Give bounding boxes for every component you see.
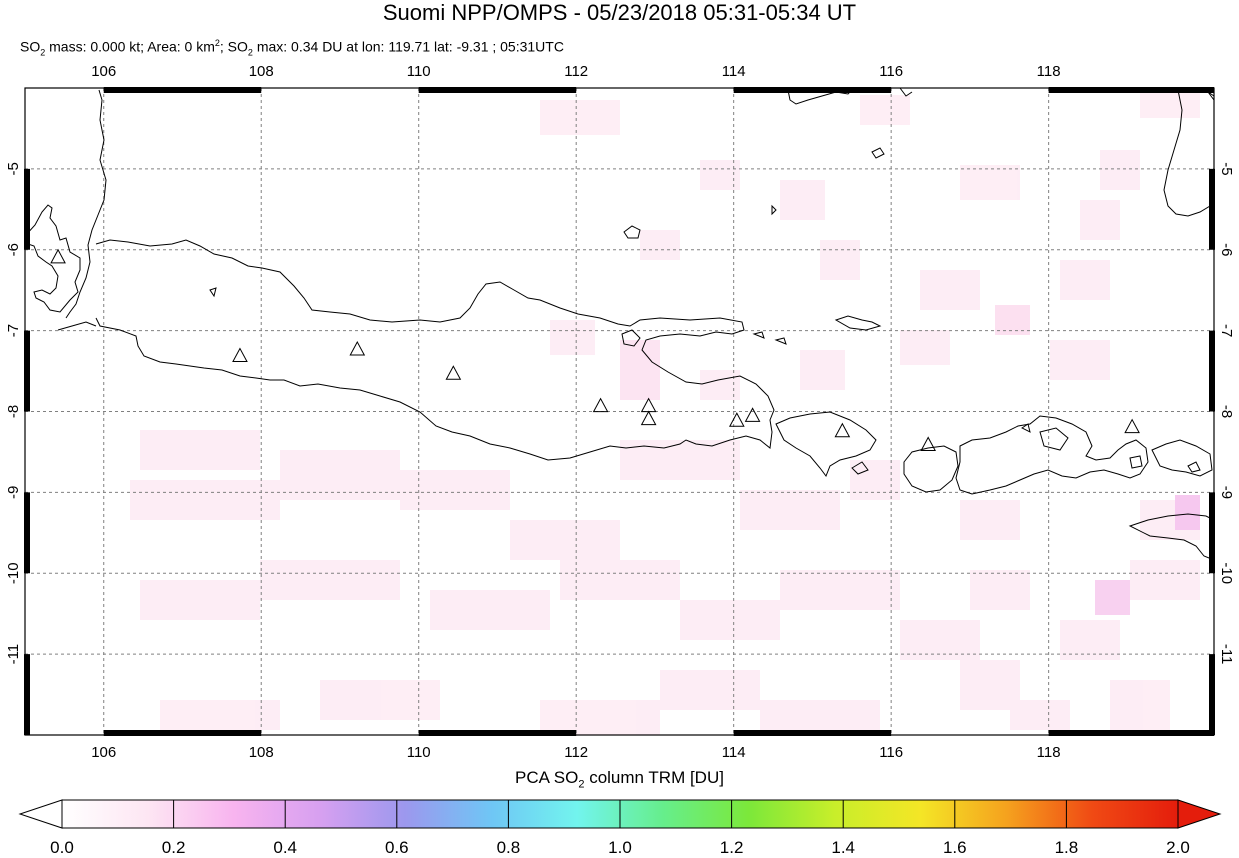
border-bar [24, 330, 30, 412]
lon-tick-label: 118 [1037, 63, 1061, 80]
volcano-markers [50, 248, 1140, 451]
volcano-triangle-icon [920, 436, 937, 451]
lat-tick-label: -10 [1218, 562, 1235, 584]
map-border-ticks [24, 87, 1215, 736]
lon-tick-label: 110 [407, 63, 431, 80]
border-bar [733, 87, 892, 93]
colorbar-tick-label: 0.8 [496, 838, 521, 857]
border-bar [24, 654, 30, 735]
coastlines [24, 87, 1215, 561]
colorbar-min-arrow [18, 799, 63, 829]
lat-tick-label: -8 [5, 405, 22, 418]
border-bar [1209, 168, 1215, 250]
border-bar [24, 168, 30, 250]
lon-tick-label: 112 [564, 744, 588, 761]
lon-tick-label: 116 [879, 744, 903, 761]
lat-tick-labels-right: -5 -6 -7 -8 -9 -10 -11 [1218, 162, 1235, 664]
colorbar-tick-label: 1.8 [1054, 838, 1079, 857]
lon-tick-label: 114 [722, 744, 746, 761]
lon-tick-label: 106 [91, 63, 116, 80]
border-bar [1209, 492, 1215, 574]
lat-tick-label: -8 [1218, 405, 1235, 418]
lon-tick-labels-bottom: 106 108 110 112 114 116 118 [91, 744, 1060, 761]
lat-tick-label: -11 [5, 644, 22, 665]
page-title: Suomi NPP/OMPS - 05/23/2018 05:31-05:34 … [382, 0, 857, 25]
lon-tick-label: 108 [249, 63, 274, 80]
lat-tick-label: -7 [1218, 324, 1235, 337]
border-bar [418, 87, 577, 93]
lon-tick-label: 108 [249, 744, 274, 761]
lon-tick-label: 118 [1037, 744, 1061, 761]
lat-tick-labels-left: -5 -6 -7 -8 -9 -10 -11 [5, 162, 22, 664]
colorbar-tick-label: 0.2 [161, 838, 186, 857]
subtitle: SO2 mass: 0.000 kt; Area: 0 km2; SO2 max… [20, 38, 564, 58]
colorbar-tick-label: 2.0 [1166, 838, 1190, 857]
lon-tick-labels-top: 106 108 110 112 114 116 118 [91, 63, 1060, 80]
border-bar [103, 87, 262, 93]
colorbar-tick-label: 1.2 [719, 838, 744, 857]
colorbar-tick-label: 1.0 [608, 838, 632, 857]
volcano-triangle-icon [1124, 418, 1140, 434]
volcano-triangle-icon [834, 422, 851, 438]
colorbar-tick-label: 0.0 [50, 838, 74, 857]
volcano-triangle-icon [592, 397, 609, 413]
volcano-triangle-icon [349, 340, 366, 356]
border-bar [1209, 330, 1215, 412]
so2-pixel-patches [130, 88, 1200, 735]
lon-tick-label: 112 [564, 63, 588, 80]
lat-tick-label: -9 [5, 486, 22, 499]
volcano-triangle-icon [232, 347, 248, 363]
volcano-triangle-icon [728, 412, 745, 427]
border-bar [24, 492, 30, 574]
lat-tick-label: -6 [5, 243, 22, 256]
colorbar-tick-marks [61, 800, 1179, 828]
border-bar [1048, 730, 1214, 736]
lat-tick-label: -11 [1218, 644, 1235, 665]
lon-tick-label: 106 [91, 744, 116, 761]
lat-tick-label: -9 [1218, 486, 1235, 499]
volcano-triangle-icon [445, 365, 462, 380]
volcano-triangle-icon [50, 248, 66, 264]
colorbar-max-arrow [1177, 799, 1222, 829]
colorbar-tick-label: 0.4 [273, 838, 298, 857]
colorbar-tick-label: 0.6 [384, 838, 409, 857]
lat-tick-label: -10 [5, 562, 22, 584]
colorbar-tick-label: 1.4 [831, 838, 856, 857]
map-gridlines [25, 88, 1214, 735]
lon-tick-label: 114 [722, 63, 746, 80]
colorbar-title: PCA SO2 column TRM [DU] [515, 768, 724, 791]
volcano-triangle-icon [744, 407, 761, 422]
border-bar [103, 730, 262, 736]
border-bar [1209, 654, 1215, 735]
colorbar-tick-label: 1.6 [942, 838, 967, 857]
border-bar [733, 730, 892, 736]
lat-tick-label: -7 [5, 324, 22, 337]
lat-tick-label: -5 [5, 162, 22, 175]
lon-tick-label: 110 [407, 744, 431, 761]
volcano-triangle-icon [640, 410, 657, 426]
border-bar [418, 730, 577, 736]
border-bar [1048, 87, 1214, 93]
lat-tick-label: -6 [1218, 243, 1235, 256]
lon-tick-label: 116 [879, 63, 903, 80]
volcano-triangle-icon [640, 397, 657, 413]
lat-tick-label: -5 [1218, 162, 1235, 175]
